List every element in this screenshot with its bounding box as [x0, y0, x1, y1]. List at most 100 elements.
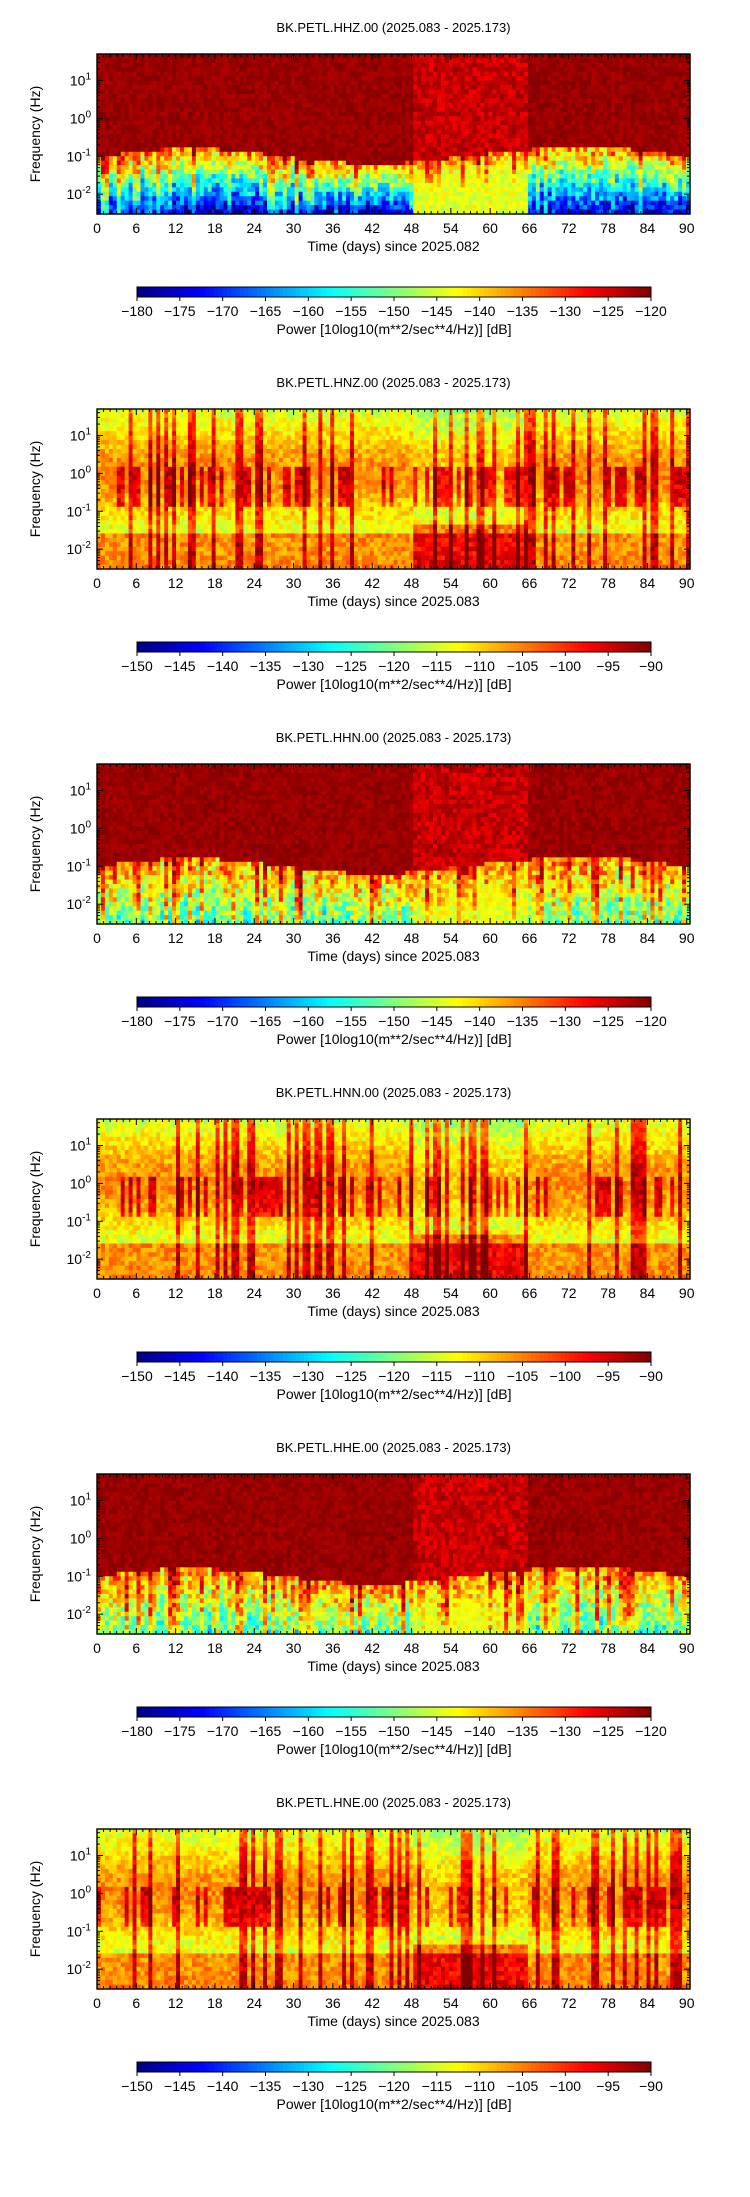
x-tick-label: 42: [364, 1995, 380, 2011]
x-tick-label: 6: [132, 930, 140, 946]
x-tick-label: 72: [561, 575, 577, 591]
colorbar-tick-label: −90: [639, 658, 663, 674]
x-tick-label: 18: [207, 930, 223, 946]
heatmap-body: [97, 409, 691, 570]
y-tick-label: 101: [70, 71, 92, 88]
colorbar-tick-label: −150: [121, 658, 153, 674]
spectrogram-chart: BK.PETL.HHZ.00 (2025.083 - 2025.173) 0 6 12…: [27, 20, 695, 337]
x-tick-label: 78: [600, 220, 616, 236]
colorbar-tick-label: −150: [121, 1368, 153, 1384]
chart-title: BK.PETL.HHZ.00 (2025.083 - 2025.173): [276, 20, 510, 35]
x-tick-label: 24: [246, 575, 262, 591]
colorbar-tick-label: −155: [335, 1013, 367, 1029]
x-tick-label: 60: [482, 220, 498, 236]
colorbar-tick-label: −145: [421, 1723, 453, 1739]
x-tick-label: 42: [364, 575, 380, 591]
colorbar-tick-label: −95: [596, 1368, 620, 1384]
x-tick-label: 78: [600, 575, 616, 591]
x-tick-label: 12: [168, 1640, 184, 1656]
x-tick-label: 78: [600, 1285, 616, 1301]
y-tick-label: 101: [70, 781, 92, 798]
x-tick-label: 30: [286, 1995, 302, 2011]
x-tick-label: 36: [325, 1640, 341, 1656]
x-tick-label: 72: [561, 220, 577, 236]
x-tick-label: 42: [364, 220, 380, 236]
y-tick-label: 100: [70, 1884, 92, 1901]
x-tick-label: 60: [482, 1285, 498, 1301]
x-tick-label: 72: [561, 930, 577, 946]
colorbar-label: Power [10log10(m**2/sec**4/Hz)] [dB]: [277, 1386, 512, 1402]
colorbar-tick-label: −140: [207, 1368, 239, 1384]
x-tick-label: 84: [640, 1995, 656, 2011]
colorbar-tick-label: −180: [121, 303, 153, 319]
y-tick-label: 100: [70, 819, 92, 836]
x-tick-label: 30: [286, 1285, 302, 1301]
colorbar-tick-label: −175: [164, 1723, 196, 1739]
colorbar-tick-label: −170: [207, 303, 239, 319]
colorbar-tick-label: −150: [121, 2078, 153, 2094]
colorbar-tick-label: −105: [507, 2078, 539, 2094]
colorbar-tick-label: −120: [378, 2078, 410, 2094]
plot-frame: [96, 1828, 691, 1990]
x-tick-label: 78: [600, 930, 616, 946]
colorbar-label: Power [10log10(m**2/sec**4/Hz)] [dB]: [277, 2096, 512, 2112]
colorbar-tick-label: −120: [635, 303, 667, 319]
x-tick-label: 24: [246, 1640, 262, 1656]
y-tick-label: 100: [70, 1529, 92, 1546]
y-tick-label: 100: [70, 109, 92, 126]
x-tick-label: 30: [286, 1640, 302, 1656]
x-tick-label: 48: [404, 1995, 420, 2011]
colorbar-tick-label: −125: [335, 658, 367, 674]
colorbar: [136, 996, 652, 1011]
colorbar-tick-label: −155: [335, 303, 367, 319]
chart-title: BK.PETL.HHN.00 (2025.083 - 2025.173): [276, 730, 512, 745]
x-tick-label: 66: [522, 1995, 538, 2011]
colorbar-tick-label: −130: [293, 2078, 325, 2094]
colorbar: [136, 1706, 652, 1721]
x-tick-label: 84: [640, 1285, 656, 1301]
x-tick-label: 6: [132, 575, 140, 591]
x-tick-label: 12: [168, 220, 184, 236]
x-tick-label: 6: [132, 1995, 140, 2011]
colorbar-tick-label: −105: [507, 1368, 539, 1384]
x-tick-label: 54: [443, 1285, 459, 1301]
colorbar-tick-label: −150: [378, 1723, 410, 1739]
colorbar-tick-label: −145: [421, 303, 453, 319]
x-tick-label: 90: [679, 575, 695, 591]
plot-frame: [96, 1118, 691, 1280]
x-tick-label: 48: [404, 930, 420, 946]
x-tick-label: 6: [132, 1640, 140, 1656]
x-tick-label: 84: [640, 1640, 656, 1656]
spectrogram-chart: BK.PETL.HNN.00 (2025.083 - 2025.173) 0 6 12…: [27, 1085, 695, 1402]
x-tick-label: 24: [246, 930, 262, 946]
colorbar-label: Power [10log10(m**2/sec**4/Hz)] [dB]: [277, 321, 512, 337]
colorbar-tick-label: −120: [635, 1013, 667, 1029]
colorbar-tick-label: −130: [550, 1723, 582, 1739]
colorbar-tick-label: −140: [464, 1723, 496, 1739]
y-tick-label: 101: [70, 1491, 92, 1508]
x-tick-label: 48: [404, 220, 420, 236]
x-axis-label: Time (days) since 2025.083: [307, 948, 479, 964]
x-tick-label: 24: [246, 1285, 262, 1301]
x-tick-label: 24: [246, 1995, 262, 2011]
y-tick-label: 10-2: [67, 1250, 92, 1267]
y-tick-label: 10-1: [67, 147, 92, 164]
x-axis-label: Time (days) since 2025.083: [307, 1303, 479, 1319]
x-tick-label: 90: [679, 1285, 695, 1301]
spectrogram-panel: BK.PETL.HNN.00 (2025.083 - 2025.173) 0 6 12…: [0, 1065, 750, 1425]
colorbar-tick-label: −125: [592, 1013, 624, 1029]
colorbar-tick-label: −160: [293, 1723, 325, 1739]
x-tick-label: 42: [364, 930, 380, 946]
colorbar: [136, 1351, 652, 1366]
x-axis-label: Time (days) since 2025.082: [307, 238, 479, 254]
y-axis-label: Frequency (Hz): [27, 1151, 43, 1247]
y-tick-label: 101: [70, 1846, 92, 1863]
x-tick-label: 78: [600, 1640, 616, 1656]
colorbar-tick-label: −165: [250, 1013, 282, 1029]
colorbar-tick-label: −175: [164, 1013, 196, 1029]
x-tick-label: 36: [325, 220, 341, 236]
colorbar-tick-label: −145: [164, 1368, 196, 1384]
x-tick-label: 72: [561, 1995, 577, 2011]
x-tick-label: 36: [325, 1285, 341, 1301]
chart-title: BK.PETL.HNE.00 (2025.083 - 2025.173): [276, 1795, 511, 1810]
